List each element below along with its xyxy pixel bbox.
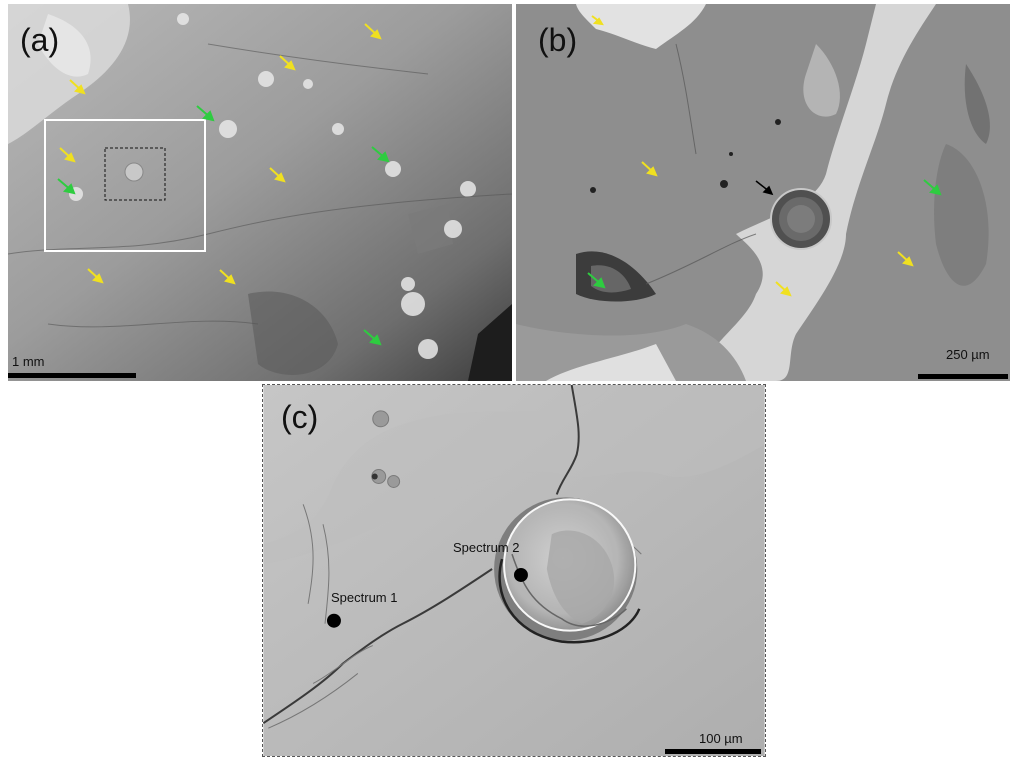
panel-a-micrograph (8, 4, 512, 381)
yellow-arrows (59, 23, 382, 285)
panel-c-micrograph (263, 385, 765, 756)
panel-b-scale-label: 250 µm (946, 347, 990, 362)
panel-c-label: (c) (281, 399, 319, 435)
panel-b-scale-bar (918, 374, 1008, 379)
panel-a: (a) 1 mm (8, 4, 512, 381)
spectrum-1-point (327, 613, 341, 628)
panel-b-micrograph (516, 4, 1010, 381)
yellow-arrows (591, 15, 914, 297)
panel-a-label: (a) (20, 22, 60, 58)
spectrum-1-label: Spectrum 1 (331, 590, 398, 605)
black-arrow (755, 180, 774, 196)
panel-a-scale-bar (8, 373, 136, 378)
spectrum-2-label: Spectrum 2 (453, 540, 520, 555)
green-arrows (57, 105, 390, 346)
panel-c-scale-bar (665, 749, 761, 754)
panel-b: (b) 250 µm (516, 4, 1010, 381)
zoom-region-box (44, 119, 206, 252)
inset-region-box (104, 147, 166, 201)
panel-c: (c) Spectrum 1 Spectrum 2 100 µm (262, 384, 766, 757)
panel-a-scale-label: 1 mm (12, 354, 45, 369)
panel-c-scale-label: 100 µm (699, 731, 743, 746)
spectrum-2-point (514, 568, 528, 582)
panel-b-label: (b) (538, 22, 578, 58)
green-arrows (587, 179, 942, 289)
